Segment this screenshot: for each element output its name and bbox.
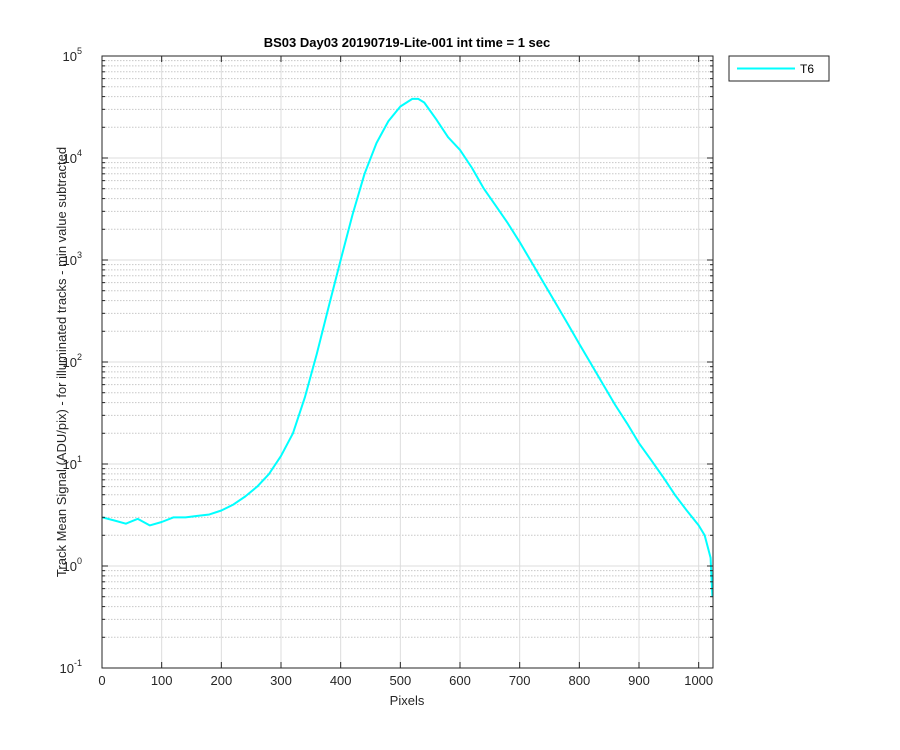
y-tick-exponent: 3 [77,250,82,260]
x-tick-label: 200 [210,673,232,688]
chart-title: BS03 Day03 20190719-Lite-001 int time = … [264,35,551,50]
y-tick-exponent: 5 [77,46,82,56]
x-tick-label: 900 [628,673,650,688]
legend[interactable]: T6 [728,55,830,82]
tick-marks [101,55,713,669]
series-layer [101,97,714,597]
series-line-T6 [101,97,714,597]
legend-entry-label: T6 [800,62,814,76]
x-tick-label: 0 [98,673,105,688]
y-tick-exponent: 0 [77,556,82,566]
x-tick-labels: 0 100 200 300 400 500 600 700 800 900 1000 [98,673,713,688]
y-tick-exponent: 4 [77,148,82,158]
y-tick-exponent: 1 [77,454,82,464]
y-tick-label: 10-1 [60,658,82,676]
y-tick-exponent: -1 [74,658,82,668]
x-tick-label: 100 [151,673,173,688]
y-tick-label: 105 [63,46,82,64]
x-tick-label: 400 [330,673,352,688]
x-tick-label: 600 [449,673,471,688]
y-tick-exponent: 2 [77,352,82,362]
x-tick-label: 800 [568,673,590,688]
y-axis-label: Track Mean Signal (ADU/pix) - for illumi… [54,147,69,577]
x-tick-label: 700 [509,673,531,688]
major-grid [101,55,713,669]
x-axis-label: Pixels [390,693,425,708]
x-tick-label: 500 [389,673,411,688]
x-tick-label: 300 [270,673,292,688]
x-tick-label: 1000 [684,673,713,688]
